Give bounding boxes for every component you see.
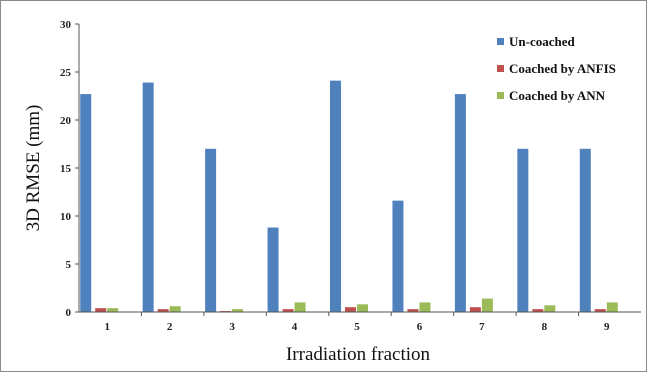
bar-coached-by-ann-2 [169,306,181,312]
y-axis-ticks: 0 5 10 15 20 25 30 [60,19,79,319]
legend-label-coached-by-ann: Coached by ANN [509,88,606,103]
bar-un-coached-7 [454,94,466,312]
bar-coached-by-ann-1 [107,308,119,312]
bar-un-coached-2 [142,82,154,312]
bar-coached-by-anfis-4 [282,309,294,312]
y-tick-label: 0 [66,307,72,319]
y-tick-label: 20 [60,115,72,127]
x-tick-label: 7 [479,321,485,333]
bar-coached-by-anfis-7 [469,307,481,312]
legend-swatch-coached-by-ann [497,92,504,99]
bar-un-coached-5 [330,80,341,312]
y-tick-label: 15 [60,163,72,175]
x-tick-label: 3 [229,321,235,333]
bar-un-coached-8 [517,148,529,312]
bar-coached-by-anfis-9 [594,309,606,312]
bar-un-coached-6 [392,200,404,312]
legend-swatch-coached-by-anfis [497,65,504,72]
bar-series [80,80,618,312]
x-axis-title: Irradiation fraction [286,344,431,365]
x-tick-label: 4 [292,321,298,333]
x-tick-label: 5 [354,321,360,333]
bar-coached-by-ann-4 [294,302,306,312]
bar-un-coached-9 [579,148,591,312]
y-tick-label: 5 [66,259,72,271]
bar-coached-by-anfis-5 [345,307,356,312]
bar-coached-by-anfis-8 [532,309,544,312]
y-tick-label: 25 [60,67,72,79]
bar-coached-by-ann-7 [481,298,493,312]
x-tick-label: 2 [167,321,173,333]
bar-un-coached-1 [80,94,92,312]
legend-label-coached-by-anfis: Coached by ANFIS [509,61,616,76]
x-tick-label: 6 [417,321,423,333]
bar-coached-by-anfis-6 [407,309,419,312]
bar-un-coached-4 [267,227,279,312]
bar-coached-by-ann-5 [357,304,368,312]
bar-un-coached-3 [205,148,217,312]
x-tick-label: 9 [604,321,610,333]
x-tick-label: 8 [542,321,548,333]
bar-coached-by-anfis-2 [157,309,169,312]
bar-coached-by-ann-3 [232,309,244,312]
bar-coached-by-anfis-1 [95,308,107,312]
y-axis-title: 3D RMSE (mm) [23,105,44,232]
legend-label-un-coached: Un-coached [509,34,575,49]
x-axis-ticks: 1 2 3 4 5 6 7 8 9 [104,312,610,333]
y-tick-label: 30 [60,19,72,31]
legend-swatch-un-coached [497,38,504,45]
bar-coached-by-ann-6 [419,302,431,312]
legend: Un-coached Coached by ANFIS Coached by A… [497,34,616,103]
y-tick-label: 10 [60,211,72,223]
bar-coached-by-ann-8 [544,305,556,312]
bar-coached-by-ann-9 [606,302,618,312]
x-tick-label: 1 [104,321,110,333]
